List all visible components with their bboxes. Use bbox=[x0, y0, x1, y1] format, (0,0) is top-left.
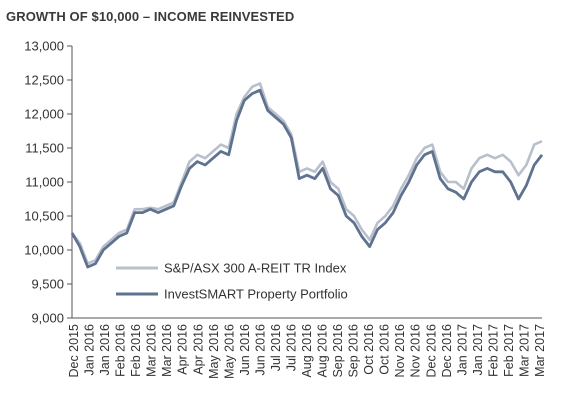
chart-title: GROWTH OF $10,000 – INCOME REINVESTED bbox=[6, 9, 295, 24]
y-tick-label: 13,000 bbox=[24, 39, 64, 54]
x-tick-label: May 2016 bbox=[207, 324, 221, 379]
legend-label-portfolio: InvestSMART Property Portfolio bbox=[164, 287, 348, 302]
x-tick-label: Apr 2016 bbox=[191, 324, 205, 375]
x-tick-label: May 2016 bbox=[222, 324, 236, 379]
x-tick-label: Aug 2016 bbox=[300, 324, 314, 378]
chart-axes: 9,000 9,500 10,000 10,500 11,000 11,500 12,000… bbox=[24, 39, 547, 379]
x-tick-label: Feb 2017 bbox=[502, 324, 516, 377]
y-tick-label: 11,000 bbox=[25, 175, 64, 190]
x-tick-label: Sep 2016 bbox=[347, 324, 361, 378]
y-tick-label: 10,500 bbox=[24, 209, 64, 224]
y-tick-label: 9,000 bbox=[31, 311, 64, 326]
chart-legend: S&P/ASX 300 A-REIT TR Index InvestSMART P… bbox=[116, 261, 348, 302]
y-tick-label: 12,000 bbox=[24, 107, 64, 122]
y-tick-label: 12,500 bbox=[24, 73, 64, 88]
x-tick-label: Mar 2017 bbox=[533, 324, 547, 377]
x-tick-label: Oct 2016 bbox=[378, 324, 392, 375]
series-line-portfolio bbox=[70, 88, 544, 269]
x-tick-label: Mar 2016 bbox=[160, 324, 174, 377]
x-tick-label: Sep 2016 bbox=[331, 324, 345, 378]
x-tick-label: Jan 2017 bbox=[455, 324, 469, 375]
x-tick-label: Nov 2016 bbox=[409, 324, 423, 378]
legend-label-index: S&P/ASX 300 A-REIT TR Index bbox=[164, 261, 347, 276]
series-line-index bbox=[70, 82, 543, 265]
y-tick-label: 10,000 bbox=[24, 243, 64, 258]
x-tick-label: Dec 2016 bbox=[440, 324, 454, 378]
y-tick-label: 11,500 bbox=[25, 141, 64, 156]
x-tick-label: Apr 2016 bbox=[176, 324, 190, 375]
x-tick-label: Mar 2017 bbox=[517, 324, 531, 377]
x-tick-label: Feb 2016 bbox=[129, 324, 143, 377]
x-tick-label: Jun 2016 bbox=[238, 324, 252, 375]
x-tick-label: Feb 2017 bbox=[486, 324, 500, 377]
x-tick-label: Jan 2017 bbox=[471, 324, 485, 375]
x-tick-label: Jul 2016 bbox=[284, 324, 298, 371]
x-tick-label: Aug 2016 bbox=[316, 324, 330, 378]
x-tick-label: Mar 2016 bbox=[145, 324, 159, 377]
y-tick-label: 9,500 bbox=[31, 277, 64, 292]
x-tick-label: Jun 2016 bbox=[253, 324, 267, 375]
x-tick-label: Jan 2016 bbox=[98, 324, 112, 375]
chart-lines bbox=[70, 82, 544, 269]
x-tick-label: Nov 2016 bbox=[393, 324, 407, 378]
x-tick-label: Dec 2015 bbox=[67, 324, 81, 378]
x-tick-label: Jul 2016 bbox=[269, 324, 283, 371]
x-tick-label: Jan 2016 bbox=[83, 324, 97, 375]
x-tick-label: Oct 2016 bbox=[362, 324, 376, 375]
x-tick-label: Feb 2016 bbox=[114, 324, 128, 377]
x-tick-label: Dec 2016 bbox=[424, 324, 438, 378]
